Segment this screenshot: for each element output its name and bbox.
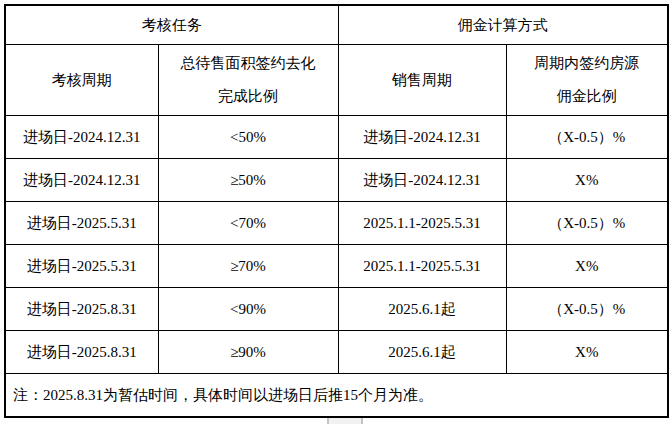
- table-cell: 进场日-2025.8.31: [5, 331, 158, 374]
- table-cell: 进场日-2024.12.31: [338, 116, 506, 159]
- header-cell-sales-period: 销售周期: [338, 45, 506, 116]
- header-cell-assessment-task: 考核任务: [5, 5, 338, 45]
- header-row-columns: 考核周期 总待售面积签约去化 完成比例 销售周期 周期内签约房源 佣金比例: [5, 45, 668, 116]
- commission-table: 考核任务 佣金计算方式 考核周期 总待售面积签约去化 完成比例 销售周期 周期内…: [4, 4, 669, 418]
- table-cell: ≥90%: [158, 331, 338, 374]
- table-cell: （X-0.5）%: [506, 288, 668, 331]
- table-cell: 2025.1.1-2025.5.31: [338, 245, 506, 288]
- table-row: 进场日-2025.8.31 ≥90% 2025.6.1起 X%: [5, 331, 668, 374]
- table-cell: <50%: [158, 116, 338, 159]
- table-cell: （X-0.5）%: [506, 202, 668, 245]
- table-row: 进场日-2025.5.31 <70% 2025.1.1-2025.5.31 （X…: [5, 202, 668, 245]
- table-row: 进场日-2024.12.31 <50% 进场日-2024.12.31 （X-0.…: [5, 116, 668, 159]
- table-row: 进场日-2024.12.31 ≥50% 进场日-2024.12.31 X%: [5, 159, 668, 202]
- table-cell: 2025.1.1-2025.5.31: [338, 202, 506, 245]
- header-cell-completion-ratio: 总待售面积签约去化 完成比例: [158, 45, 338, 116]
- table-cell: <70%: [158, 202, 338, 245]
- document-page: 考核任务 佣金计算方式 考核周期 总待售面积签约去化 完成比例 销售周期 周期内…: [0, 0, 672, 425]
- table-cell: 进场日-2024.12.31: [5, 116, 158, 159]
- table-cell: ≥70%: [158, 245, 338, 288]
- table-cell: X%: [506, 159, 668, 202]
- table-footnote-row: 注：2025.8.31为暂估时间，具体时间以进场日后推15个月为准。: [5, 374, 668, 418]
- table-cell: <90%: [158, 288, 338, 331]
- table-cell: 进场日-2025.5.31: [5, 245, 158, 288]
- table-cell: 进场日-2025.5.31: [5, 202, 158, 245]
- table-cell: 进场日-2025.8.31: [5, 288, 158, 331]
- table-cell: 进场日-2024.12.31: [5, 159, 158, 202]
- header-cell-assessment-period: 考核周期: [5, 45, 158, 116]
- table-cell: ≥50%: [158, 159, 338, 202]
- table-cell: X%: [506, 245, 668, 288]
- table-cell: 2025.6.1起: [338, 331, 506, 374]
- table-cell: （X-0.5）%: [506, 116, 668, 159]
- table-cell: X%: [506, 331, 668, 374]
- table-resize-handle[interactable]: [327, 418, 363, 424]
- header-cell-commission-method: 佣金计算方式: [338, 5, 668, 45]
- table-row: 进场日-2025.5.31 ≥70% 2025.1.1-2025.5.31 X%: [5, 245, 668, 288]
- table-cell: 进场日-2024.12.31: [338, 159, 506, 202]
- table-row: 进场日-2025.8.31 <90% 2025.6.1起 （X-0.5）%: [5, 288, 668, 331]
- header-row-groups: 考核任务 佣金计算方式: [5, 5, 668, 45]
- table-note: 注：2025.8.31为暂估时间，具体时间以进场日后推15个月为准。: [5, 374, 668, 418]
- header-cell-commission-rate: 周期内签约房源 佣金比例: [506, 45, 668, 116]
- table-cell: 2025.6.1起: [338, 288, 506, 331]
